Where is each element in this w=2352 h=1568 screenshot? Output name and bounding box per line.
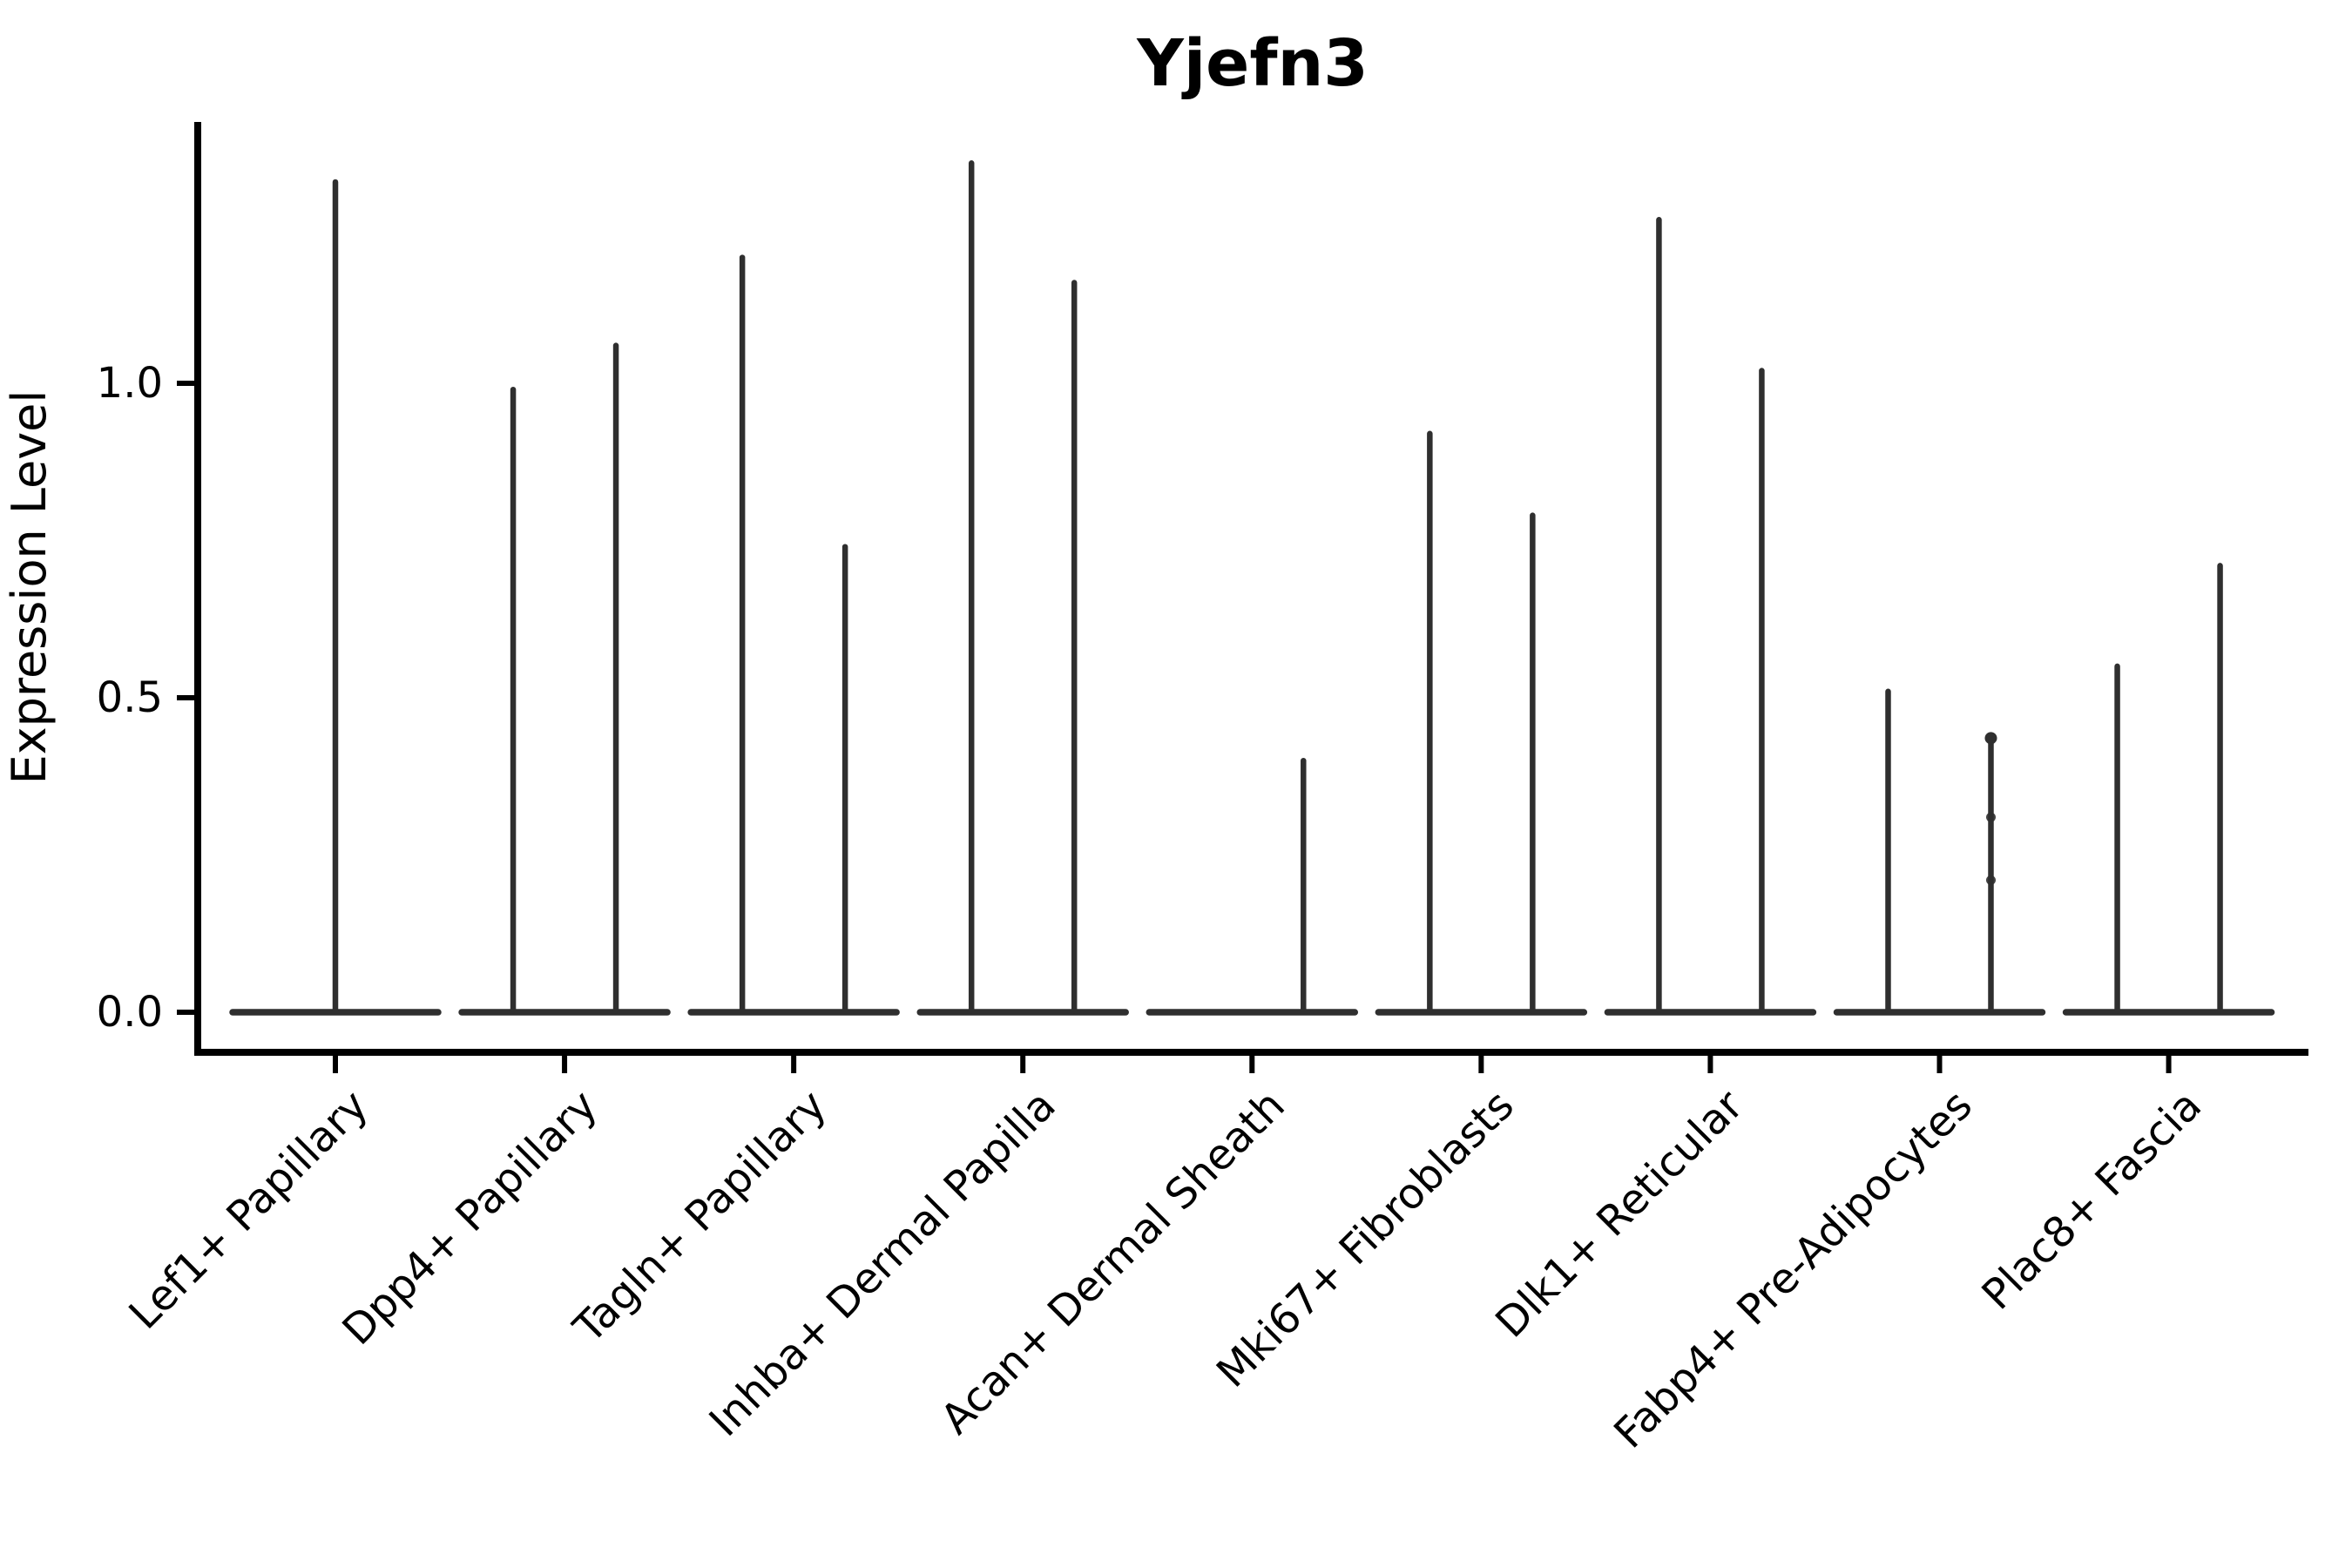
y-tick-label: 0.5	[97, 673, 163, 722]
y-tick-label: 1.0	[97, 359, 163, 408]
x-tick-label: Plac8+ Fascia	[1972, 1081, 2211, 1320]
needle-knob	[1984, 732, 1997, 745]
needle-dot	[1985, 875, 1996, 885]
y-tick-label: 0.0	[97, 988, 163, 1037]
chart-title: Yjefn3	[1136, 26, 1369, 101]
needle-dot	[1985, 812, 1996, 822]
x-tick-label: Dlk1+ Reticular	[1486, 1081, 1753, 1348]
x-tick-label: Dpp4+ Papillary	[333, 1081, 606, 1355]
x-tick-label: Lef1+ Papillary	[120, 1081, 378, 1339]
y-axis-label: Expression Level	[2, 390, 57, 785]
x-tick-label: Tagln+ Papillary	[564, 1081, 835, 1353]
